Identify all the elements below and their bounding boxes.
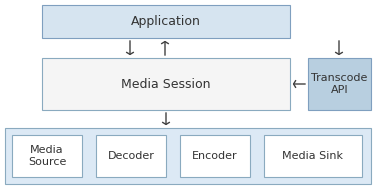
Bar (12, 135, 82, 177)
Bar (264, 135, 362, 177)
Bar (42, 5, 290, 38)
Text: Media
Source: Media Source (28, 145, 66, 167)
Text: Decoder: Decoder (107, 151, 154, 161)
Text: Encoder: Encoder (192, 151, 238, 161)
Bar (42, 58, 290, 110)
Text: Media Sink: Media Sink (282, 151, 344, 161)
Bar (308, 58, 371, 110)
Bar (180, 135, 250, 177)
Bar (96, 135, 166, 177)
Text: Application: Application (131, 15, 201, 28)
Bar (5, 128, 371, 184)
Text: Media Session: Media Session (121, 78, 211, 91)
Text: Transcode
API: Transcode API (311, 73, 368, 95)
